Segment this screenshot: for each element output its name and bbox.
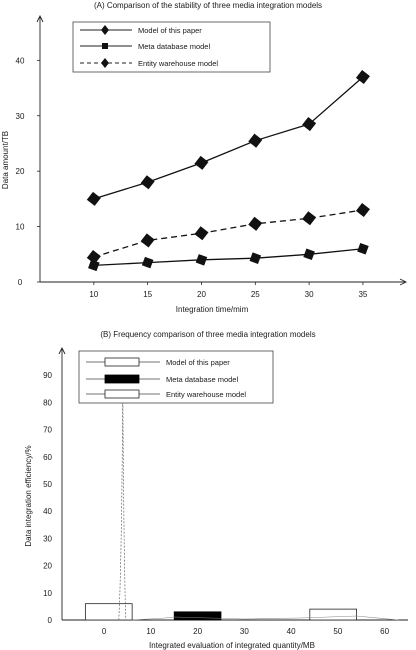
chart-a-title: (A) Comparison of the stability of three… bbox=[94, 1, 322, 10]
chart-a-point-2-2 bbox=[194, 226, 209, 241]
chart-b-xlabel: Integrated evaluation of integrated quan… bbox=[149, 641, 315, 650]
chart-b-legend-label-1: Meta database model bbox=[166, 375, 238, 384]
chart-a-legend: Model of this paper Meta database model … bbox=[72, 21, 271, 73]
chart-b-xtick-label-0: 0 bbox=[102, 627, 107, 636]
chart-a-plot bbox=[86, 69, 370, 272]
chart-a-series-line-2 bbox=[93, 209, 364, 258]
chart-b-ytick-label-0: 0 bbox=[48, 616, 53, 625]
chart-b-bar-0 bbox=[84, 603, 133, 621]
chart-b-title: (B) Frequency comparison of three media … bbox=[100, 330, 315, 339]
chart-a-point-0-1 bbox=[140, 175, 155, 190]
chart-a-xtick-label-1: 15 bbox=[143, 290, 152, 299]
chart-a-xtick-label-0: 10 bbox=[89, 290, 98, 299]
chart-a-y-arrow bbox=[36, 14, 44, 23]
chart-a-point-1-0 bbox=[88, 259, 100, 272]
chart-a: (A) Comparison of the stability of three… bbox=[1, 1, 408, 314]
chart-a-xtick-label-3: 25 bbox=[251, 290, 260, 299]
chart-a-legend-label-0: Model of this paper bbox=[138, 26, 202, 35]
chart-a-point-0-0 bbox=[86, 191, 101, 206]
chart-a-ytick-label-4: 40 bbox=[16, 56, 25, 65]
chart-b-y-arrow bbox=[58, 346, 66, 355]
chart-a-legend-label-2: Entity warehouse model bbox=[138, 59, 218, 68]
chart-a-legend-marker-1 bbox=[102, 43, 108, 49]
chart-b-legend-swatch-1 bbox=[104, 374, 140, 384]
chart-b-axes: 0 10 20 30 40 50 60 70 80 90 0 10 20 30 40 50 60 bbox=[43, 346, 408, 636]
chart-b-bar-2 bbox=[309, 608, 357, 621]
chart-b-ytick-label-2: 20 bbox=[43, 562, 52, 571]
chart-a-ytick-label-2: 20 bbox=[16, 167, 25, 176]
chart-a-point-2-3 bbox=[248, 216, 263, 231]
chart-a-point-2-5 bbox=[355, 202, 370, 217]
chart-b: (B) Frequency comparison of three media … bbox=[24, 330, 408, 650]
chart-b-bar-1 bbox=[173, 611, 222, 621]
chart-b-ytick-label-7: 70 bbox=[43, 426, 52, 435]
chart-a-xtick-label-5: 35 bbox=[358, 290, 367, 299]
chart-b-legend-swatch-2 bbox=[104, 389, 140, 399]
chart-b-ytick-label-6: 60 bbox=[43, 453, 52, 462]
chart-b-ytick-label-8: 80 bbox=[43, 398, 52, 407]
chart-a-point-0-2 bbox=[194, 155, 209, 170]
chart-a-point-0-3 bbox=[248, 133, 263, 148]
chart-b-baseline-curve bbox=[132, 615, 399, 621]
chart-a-series-line-1 bbox=[93, 248, 364, 267]
chart-b-xtick-label-2: 20 bbox=[193, 627, 202, 636]
chart-a-point-2-4 bbox=[302, 211, 317, 226]
chart-a-legend-marker-0 bbox=[101, 25, 109, 35]
chart-b-xtick-label-3: 30 bbox=[240, 627, 249, 636]
chart-b-legend-label-0: Model of this paper bbox=[166, 358, 230, 367]
chart-a-axes: 0 10 20 30 40 10 15 20 25 30 35 bbox=[16, 14, 408, 299]
chart-a-ylabel: Data amount/TB bbox=[1, 131, 10, 189]
chart-b-ylabel: Data integration efficiency/% bbox=[24, 445, 33, 546]
chart-a-point-1-1 bbox=[141, 256, 154, 269]
chart-a-legend-marker-2 bbox=[101, 58, 109, 68]
chart-a-point-2-1 bbox=[140, 233, 155, 248]
chart-b-xtick-label-5: 50 bbox=[333, 627, 342, 636]
chart-a-point-2-0 bbox=[86, 250, 101, 265]
chart-b-xtick-label-4: 40 bbox=[287, 627, 296, 636]
chart-a-point-1-3 bbox=[249, 252, 262, 264]
chart-b-ytick-label-9: 90 bbox=[43, 371, 52, 380]
chart-b-plot bbox=[84, 383, 399, 621]
chart-a-point-1-4 bbox=[303, 248, 315, 261]
chart-b-spike-0 bbox=[118, 383, 127, 621]
chart-a-legend-marks bbox=[80, 25, 132, 68]
chart-a-point-1-5 bbox=[357, 242, 369, 255]
chart-b-legend-swatch-0 bbox=[104, 357, 140, 367]
chart-a-xtick-label-4: 30 bbox=[305, 290, 314, 299]
chart-a-x-arrow bbox=[399, 278, 408, 286]
chart-b-ytick-label-1: 10 bbox=[43, 589, 52, 598]
chart-a-point-0-4 bbox=[302, 117, 317, 132]
chart-b-legend-marks bbox=[86, 357, 160, 399]
chart-a-xtick-label-2: 20 bbox=[197, 290, 206, 299]
chart-a-ytick-label-3: 30 bbox=[16, 112, 25, 121]
chart-b-xtick-label-6: 60 bbox=[380, 627, 389, 636]
chart-a-ytick-label-1: 10 bbox=[16, 223, 25, 232]
chart-a-series-line-0 bbox=[93, 76, 364, 200]
chart-b-ytick-label-4: 40 bbox=[43, 507, 52, 516]
chart-b-xtick-label-1: 10 bbox=[146, 627, 155, 636]
chart-a-legend-label-1: Meta database model bbox=[138, 42, 210, 51]
chart-a-xlabel: Integration time/mim bbox=[176, 305, 249, 314]
chart-b-legend: Model of this paper Meta database model … bbox=[78, 350, 274, 404]
chart-b-ytick-label-3: 30 bbox=[43, 534, 52, 543]
chart-a-point-0-5 bbox=[355, 69, 370, 84]
chart-a-point-1-2 bbox=[195, 254, 208, 266]
chart-b-ytick-label-5: 50 bbox=[43, 480, 52, 489]
chart-a-ytick-label-0: 0 bbox=[18, 278, 23, 287]
chart-b-legend-label-2: Entity warehouse model bbox=[166, 390, 246, 399]
